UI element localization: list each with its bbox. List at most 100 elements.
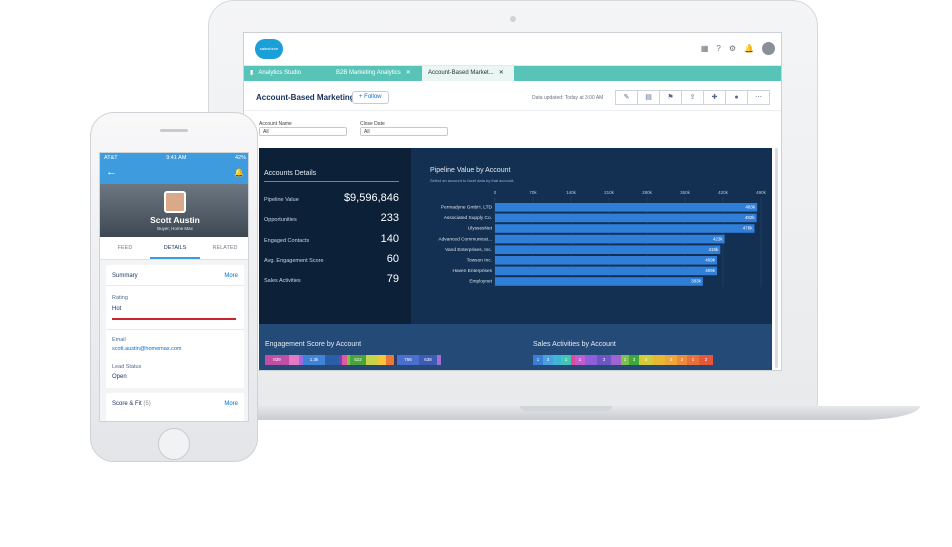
tab-label: Account-Based Market... [428, 70, 494, 76]
category-label: Associated Supply Co. [444, 215, 492, 221]
bookmark-icon[interactable]: ⚑ [659, 90, 682, 105]
metric-row[interactable]: Opportunities 233 [264, 212, 399, 224]
tab-feed[interactable]: FEED [117, 245, 133, 251]
score-fit-count: (5) [143, 401, 151, 407]
share-icon[interactable]: ⇪ [681, 90, 704, 105]
x-tick-label: 490k [756, 190, 767, 195]
back-arrow-icon[interactable]: ← [106, 166, 117, 178]
bar[interactable] [495, 266, 718, 276]
tab-account-based-marketing[interactable]: Account-Based Market... ✕ [422, 66, 514, 81]
heat-cell[interactable]: 1.3k [303, 355, 325, 365]
notification-bell-icon[interactable]: 🔔 [234, 168, 244, 177]
heat-cell[interactable] [553, 355, 561, 365]
heat-cell[interactable]: 2 [677, 355, 687, 365]
summary-more-link[interactable]: More [224, 273, 238, 279]
help-icon[interactable]: ? [716, 43, 721, 53]
tab-label: Analytics Studio [258, 70, 302, 76]
heat-cell[interactable]: 839 [265, 355, 289, 365]
user-avatar[interactable] [762, 42, 775, 55]
heat-cell[interactable] [299, 355, 303, 365]
bar[interactable] [495, 224, 755, 233]
heat-cell[interactable]: 638 [419, 355, 437, 365]
heat-cell[interactable] [366, 355, 378, 365]
bar[interactable] [495, 277, 703, 286]
heat-cell[interactable] [653, 355, 665, 365]
clock: 9:41 AM [166, 155, 187, 161]
engagement-heat-strip[interactable]: 839 1.3k 522 766 638 [265, 355, 487, 365]
heat-cell[interactable] [378, 355, 386, 365]
heat-cell[interactable] [571, 355, 575, 365]
heat-cell[interactable]: 1 [561, 355, 571, 365]
heat-cell[interactable] [339, 355, 342, 365]
heat-cell[interactable]: 1 [621, 355, 629, 365]
account-name-filter: Account Name All [259, 121, 347, 136]
metric-row[interactable]: Avg. Engagement Score 60 [264, 253, 399, 265]
divider [106, 285, 244, 286]
bar[interactable] [495, 203, 758, 212]
heat-cell[interactable] [394, 355, 397, 365]
heat-cell[interactable]: 766 [397, 355, 419, 365]
close-icon[interactable]: ✕ [498, 70, 504, 76]
heat-cell[interactable] [611, 355, 621, 365]
heat-cell[interactable]: 2 [699, 355, 713, 365]
email-label: Email [112, 337, 126, 343]
follow-button[interactable]: + Follow [352, 91, 389, 104]
tab-related[interactable]: RELATED [212, 245, 238, 251]
heat-cell[interactable]: 522 [350, 355, 366, 365]
bar-value-label: 415k [709, 247, 720, 252]
heat-cell[interactable]: 3 [597, 355, 611, 365]
heat-cell[interactable]: 1 [687, 355, 699, 365]
tab-analytics-studio[interactable]: ▮ Analytics Studio [244, 66, 330, 81]
bar[interactable] [495, 234, 725, 244]
heat-cell[interactable]: 1 [575, 355, 585, 365]
score-fit-more-link[interactable]: More [224, 401, 238, 407]
edit-icon[interactable]: ✎ [615, 90, 638, 105]
metric-row[interactable]: Engaged Contacts 140 [264, 233, 399, 245]
heat-cell[interactable]: 1 [533, 355, 543, 365]
heat-cell[interactable] [437, 355, 441, 365]
chart-icon: ▮ [250, 70, 254, 76]
nav-bar: ← 🔔 [100, 163, 248, 184]
close-icon[interactable]: ✕ [405, 70, 411, 76]
heat-cell[interactable] [347, 355, 350, 365]
app-launcher-icon[interactable]: ▦ [700, 43, 709, 53]
close-date-select[interactable]: All [360, 127, 448, 136]
bar[interactable] [495, 245, 721, 254]
accounts-details-panel: Accounts Details Pipeline Value $9,596,8… [259, 148, 411, 324]
heat-cell[interactable]: 2 [639, 355, 653, 365]
x-tick-label: 420k [718, 190, 729, 195]
heat-cell[interactable]: 3 [629, 355, 639, 365]
gear-icon[interactable]: ⚙ [728, 43, 737, 53]
tab-bar: ▮ Analytics Studio B2B Marketing Analyti… [244, 66, 781, 81]
metric-value: 60 [386, 253, 399, 265]
email-link[interactable]: scott.austin@homemax.com [112, 346, 182, 352]
account-name-select[interactable]: All [259, 127, 347, 136]
tab-details[interactable]: DETAILS [150, 237, 200, 259]
scrollbar[interactable] [775, 148, 778, 368]
page-header: Account-Based Marketing + Follow Data up… [244, 81, 781, 111]
heat-cell[interactable] [289, 355, 299, 365]
heat-cell[interactable] [386, 355, 394, 365]
bar[interactable] [495, 213, 757, 223]
filter-label: Account Name [259, 121, 292, 127]
more-icon[interactable]: ⋯ [747, 90, 770, 105]
bar[interactable] [495, 256, 718, 265]
bar-value-label: 483k [745, 205, 756, 210]
save-icon[interactable]: ▤ [637, 90, 660, 105]
heat-cell[interactable]: 3 [543, 355, 553, 365]
home-button[interactable] [158, 428, 190, 460]
metric-label: Avg. Engagement Score [264, 258, 324, 264]
category-label: Vand Enterprises, Inc. [445, 247, 492, 253]
subscribe-icon[interactable]: ✚ [703, 90, 726, 105]
heat-cell[interactable] [585, 355, 597, 365]
salesforce-logo[interactable]: salesforce [255, 39, 283, 59]
heat-cell[interactable] [325, 355, 339, 365]
heat-cell[interactable]: 3 [665, 355, 677, 365]
heat-cell[interactable] [342, 355, 347, 365]
tab-b2b-marketing[interactable]: B2B Marketing Analytics ✕ [330, 66, 422, 81]
comment-icon[interactable]: ● [725, 90, 748, 105]
bell-icon[interactable]: 🔔 [744, 43, 754, 53]
metric-row[interactable]: Sales Activities 79 [264, 273, 399, 285]
metric-row[interactable]: Pipeline Value $9,596,846 [264, 192, 399, 204]
